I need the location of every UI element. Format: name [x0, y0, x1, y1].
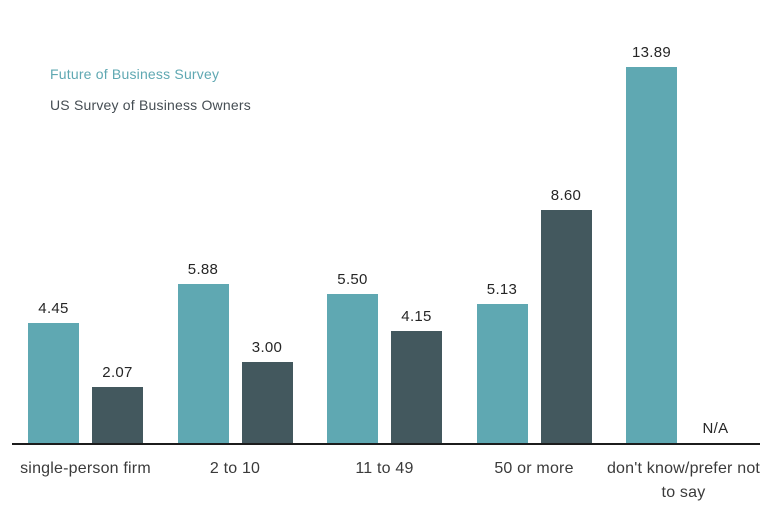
bar-series2 [391, 331, 442, 443]
bar-value-label: 3.00 [251, 339, 283, 356]
category-label: don't know/prefer not to say [606, 460, 761, 501]
bar-value-label: 2.07 [102, 364, 133, 381]
bar-value-label: 8.60 [550, 187, 582, 204]
bar-column: 3.00 [241, 339, 293, 443]
bar-pair: 5.88 3.00 [177, 67, 293, 443]
x-axis-line [12, 443, 760, 445]
chart-legend: Future of Business Survey US Survey of B… [50, 66, 251, 113]
bar-value-label: 5.50 [337, 271, 368, 288]
bar-chart: 4.45 2.07 single-person firm 5.88 3.00 2 to 1… [20, 44, 760, 505]
bar-column: 5.88 [177, 261, 229, 443]
chart-group: 5.88 3.00 2 to 10 [177, 67, 293, 505]
legend-series1-label: Future of Business Survey [50, 66, 220, 82]
bar-column: 4.45 [28, 300, 79, 443]
bar-pair: 4.45 2.07 [28, 67, 143, 443]
bar-pair: 5.13 8.60 [476, 67, 592, 443]
bar-series1 [476, 304, 528, 443]
category-label: 50 or more [494, 460, 574, 477]
bar-series2 [540, 210, 592, 443]
category-label: 11 to 49 [355, 460, 414, 477]
bar-column: 5.50 [327, 271, 378, 443]
bar-value-label: 13.89 [631, 44, 672, 61]
bar-column: 5.13 [476, 281, 528, 443]
bar-value-label: 4.15 [401, 308, 432, 325]
chart-group: 5.50 4.15 11 to 49 [327, 67, 442, 505]
bar-value-label: 5.13 [486, 281, 518, 298]
category-label: single-person firm [20, 460, 151, 477]
bar-column: 2.07 [92, 364, 143, 443]
bar-series1 [626, 67, 677, 443]
bar-series1 [177, 284, 229, 443]
bar-column: 4.15 [391, 308, 442, 443]
bar-value-label: 5.88 [187, 261, 219, 278]
bar-series1 [327, 294, 378, 443]
chart-group: 5.13 8.60 50 or more [476, 67, 592, 505]
bar-value-label: 4.45 [38, 300, 69, 317]
bar-column: 8.60 [540, 187, 592, 443]
chart-group: 4.45 2.07 single-person firm [20, 67, 151, 505]
bar-series1 [28, 323, 79, 443]
bar-pair: 5.50 4.15 [327, 67, 442, 443]
chart-group: 13.89 N/A don't know/prefer not to say [607, 44, 760, 505]
na-label: N/A [702, 420, 729, 437]
bar-column: N/A [690, 420, 741, 443]
category-label: 2 to 10 [209, 460, 261, 477]
bar-series2 [241, 362, 293, 443]
bar-column: 13.89 [626, 44, 677, 443]
bar-series2 [92, 387, 143, 443]
legend-series2-label: US Survey of Business Owners [50, 97, 251, 113]
bar-pair: 13.89 N/A [626, 44, 741, 443]
